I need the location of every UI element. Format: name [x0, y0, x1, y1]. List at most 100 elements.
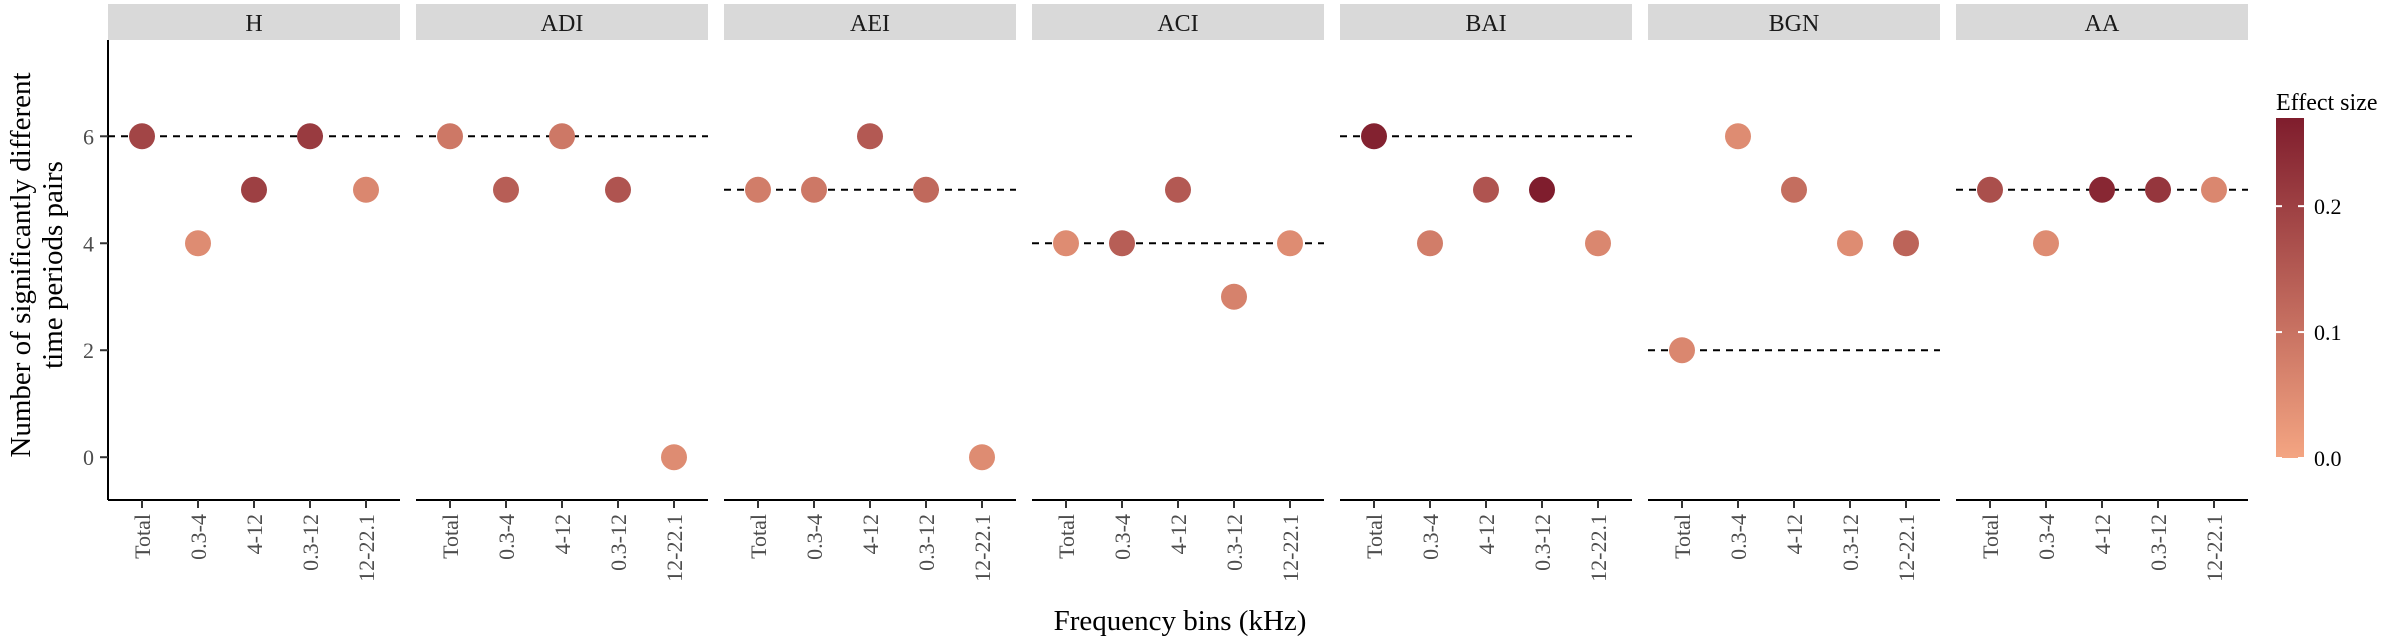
- data-point: [1473, 176, 1499, 203]
- legend-title: Effect size: [2276, 90, 2378, 116]
- x-tick-label: 4-12: [858, 514, 883, 554]
- x-tick-label: 12-22.1: [1278, 514, 1303, 582]
- x-tick-label: Total: [438, 514, 463, 559]
- x-tick-label: 0.3-4: [494, 514, 519, 560]
- x-tick-label: 0.3-12: [1222, 514, 1247, 571]
- data-point: [297, 123, 323, 150]
- facet-strip-label: BAI: [1465, 11, 1506, 37]
- data-point: [857, 123, 883, 150]
- x-tick-label: 0.3-12: [2146, 514, 2171, 571]
- facet-strip-label: ACI: [1157, 11, 1198, 37]
- effect-size-legend: Effect size 0.0 0.1 0.2: [2276, 90, 2378, 471]
- legend-tick-label: 0.0: [2314, 446, 2342, 471]
- facet-panel-aei: AEI Total 0.3-4 4-12 0.3-12 12-22.1: [724, 4, 1016, 582]
- facet-strip: [1340, 4, 1632, 40]
- x-tick-label: 0.3-4: [1110, 514, 1135, 560]
- data-point: [1977, 176, 2003, 203]
- x-tick-label: 0.3-4: [1726, 514, 1751, 560]
- x-tick-label: 4-12: [550, 514, 575, 554]
- x-tick-label: 12-22.1: [2202, 514, 2227, 582]
- y-tick-label: 6: [83, 124, 94, 149]
- x-tick-label: 0.3-4: [802, 514, 827, 560]
- data-point: [2201, 176, 2227, 203]
- data-point: [745, 176, 771, 203]
- data-point: [1417, 230, 1443, 257]
- data-point: [2089, 176, 2115, 203]
- data-point: [1529, 176, 1555, 203]
- data-point: [549, 123, 575, 150]
- x-tick-label: 0.3-12: [298, 514, 323, 571]
- facet-panel-adi: ADI Total 0.3-4 4-12 0.3-12 12-22.1: [416, 4, 708, 582]
- data-point: [913, 176, 939, 203]
- data-point: [1585, 230, 1611, 257]
- legend-tick-label: 0.1: [2314, 320, 2342, 345]
- facet-strip-label: BGN: [1769, 11, 1820, 37]
- x-tick-label: 4-12: [2090, 514, 2115, 554]
- y-axis-title-line-2: time periods pairs: [37, 161, 69, 369]
- x-tick-label: 12-22.1: [354, 514, 379, 582]
- y-tick-label: 2: [83, 338, 94, 363]
- x-tick-label: Total: [1670, 514, 1695, 559]
- x-tick-label: 12-22.1: [662, 514, 687, 582]
- data-point: [353, 176, 379, 203]
- y-axis: 0 2 4 6: [83, 40, 109, 500]
- x-tick-label: 12-22.1: [970, 514, 995, 582]
- y-axis-title: Number of significantly different time p…: [5, 72, 69, 457]
- x-tick-label: 0.3-4: [186, 514, 211, 560]
- y-tick-label: 4: [83, 231, 94, 256]
- facet-strip-label: AA: [2085, 11, 2120, 37]
- data-point: [1053, 230, 1079, 257]
- data-point: [493, 176, 519, 203]
- x-tick-label: 4-12: [1474, 514, 1499, 554]
- x-tick-label: 0.3-4: [1418, 514, 1443, 560]
- data-point: [2033, 230, 2059, 257]
- x-tick-label: 12-22.1: [1894, 514, 1919, 582]
- facet-panel-h: H Total 0.3-4 4-12 0.3-12 12-22.1: [108, 4, 400, 582]
- y-axis-title-line-1: Number of significantly different: [5, 72, 37, 457]
- data-point: [1361, 123, 1387, 150]
- data-point: [2145, 176, 2171, 203]
- x-tick-label: 12-22.1: [1586, 514, 1611, 582]
- x-tick-label: Total: [1978, 514, 2003, 559]
- x-tick-label: 4-12: [1166, 514, 1191, 554]
- x-tick-label: 0.3-12: [606, 514, 631, 571]
- data-point: [241, 176, 267, 203]
- data-point: [1837, 230, 1863, 257]
- legend-tick-label: 0.2: [2314, 194, 2342, 219]
- facet-panel-aci: ACI Total 0.3-4 4-12 0.3-12 12-22.1: [1032, 4, 1324, 582]
- facet-strip-label: AEI: [850, 11, 890, 37]
- data-point: [129, 123, 155, 150]
- data-point: [1725, 123, 1751, 150]
- x-tick-label: 0.3-12: [914, 514, 939, 571]
- x-tick-label: Total: [746, 514, 771, 559]
- x-tick-label: Total: [1054, 514, 1079, 559]
- data-point: [1109, 230, 1135, 257]
- data-point: [1893, 230, 1919, 257]
- data-point: [1221, 283, 1247, 310]
- facet-strip: [1956, 4, 2248, 40]
- data-point: [1781, 176, 1807, 203]
- x-tick-label: Total: [130, 514, 155, 559]
- data-point: [661, 444, 687, 471]
- facet-strip: [1648, 4, 1940, 40]
- data-point: [1277, 230, 1303, 257]
- facet-strip-label: H: [245, 11, 262, 37]
- facet-panels: H Total 0.3-4 4-12 0.3-12 12-22.1 ADI Total 0.3-…: [108, 4, 2248, 582]
- facet-strip: [108, 4, 400, 40]
- data-point: [605, 176, 631, 203]
- facet-panel-bai: BAI Total 0.3-4 4-12 0.3-12 12-22.1: [1340, 4, 1632, 582]
- facet-strip: [416, 4, 708, 40]
- data-point: [185, 230, 211, 257]
- data-point: [1165, 176, 1191, 203]
- x-tick-label: 4-12: [1782, 514, 1807, 554]
- x-tick-label: 0.3-4: [2034, 514, 2059, 560]
- facet-panel-aa: AA Total 0.3-4 4-12 0.3-12 12-22.1: [1956, 4, 2248, 582]
- legend-colorbar: [2276, 118, 2304, 458]
- data-point: [801, 176, 827, 203]
- x-tick-label: Total: [1362, 514, 1387, 559]
- facet-strip: [1032, 4, 1324, 40]
- y-tick-label: 0: [83, 445, 94, 470]
- facet-strip-label: ADI: [541, 11, 584, 37]
- x-tick-label: 4-12: [242, 514, 267, 554]
